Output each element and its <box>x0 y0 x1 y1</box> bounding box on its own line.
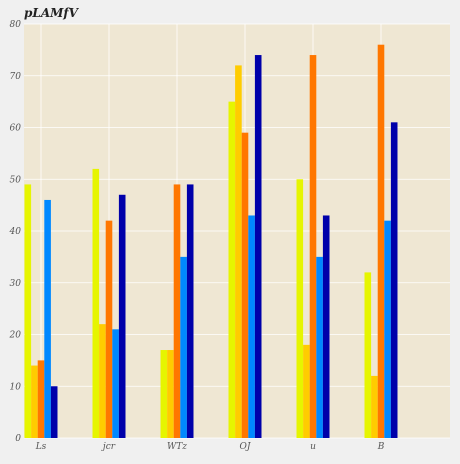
bar-series-3-u <box>309 55 317 439</box>
bar-series-5-jcr <box>118 194 126 438</box>
x-tick-label: OJ <box>240 442 252 452</box>
x-tick-label: u <box>310 442 316 452</box>
bar-series <box>24 44 398 439</box>
bar-series-1-Ls <box>24 184 32 438</box>
bar-series-3-B <box>377 44 385 438</box>
bar-series-5-Ls <box>50 386 58 438</box>
bar-series-4-u <box>316 256 323 438</box>
y-tick-label: 10 <box>10 382 22 392</box>
bar-series-5-OJ <box>254 55 262 439</box>
bar-series-3-OJ <box>241 132 249 439</box>
bar-series-5-B <box>390 122 398 438</box>
bar-series-3-Ls <box>37 360 45 438</box>
x-tick-label: WTz <box>167 442 187 452</box>
y-tick-label: 50 <box>10 175 22 185</box>
chart-title: pLAMfV <box>24 6 78 20</box>
bar-series-4-WTz <box>180 256 187 438</box>
bar-series-1-WTz <box>160 350 168 438</box>
bar-series-5-WTz <box>186 184 194 438</box>
bar-series-2-B <box>371 375 378 438</box>
y-tick-label: 80 <box>10 20 22 30</box>
bar-series-2-u <box>303 344 310 438</box>
bar-series-4-OJ <box>248 215 255 438</box>
bar-series-1-jcr <box>92 168 100 438</box>
bar-series-4-jcr <box>112 329 119 438</box>
x-tick-label: jcr <box>101 442 116 452</box>
bar-series-1-OJ <box>228 101 236 438</box>
bar-series-2-WTz <box>167 350 174 438</box>
bar-series-3-WTz <box>173 184 181 438</box>
bar-series-1-u <box>296 179 304 438</box>
bar-series-2-Ls <box>31 365 38 438</box>
y-tick-label: 70 <box>10 72 22 82</box>
x-tick-label: B <box>377 442 385 452</box>
x-tick-label: Ls <box>35 442 47 452</box>
bar-series-3-jcr <box>105 220 113 438</box>
bar-series-4-B <box>384 220 391 438</box>
y-tick-label: 30 <box>10 279 22 289</box>
bar-series-2-jcr <box>99 324 106 438</box>
y-axis-ticks: 0 10 20 30 40 50 60 70 80 <box>9 20 22 444</box>
bar-series-2-OJ <box>235 65 242 439</box>
y-tick-label: 40 <box>9 227 22 237</box>
bar-series-5-u <box>322 215 330 438</box>
y-tick-label: 0 <box>15 434 21 444</box>
bar-series-1-B <box>364 272 372 438</box>
bar-series-4-Ls <box>44 199 51 438</box>
y-tick-label: 20 <box>9 331 22 341</box>
y-tick-label: 60 <box>10 124 22 134</box>
x-axis-ticks: Ls jcr WTz OJ u B <box>35 442 385 452</box>
